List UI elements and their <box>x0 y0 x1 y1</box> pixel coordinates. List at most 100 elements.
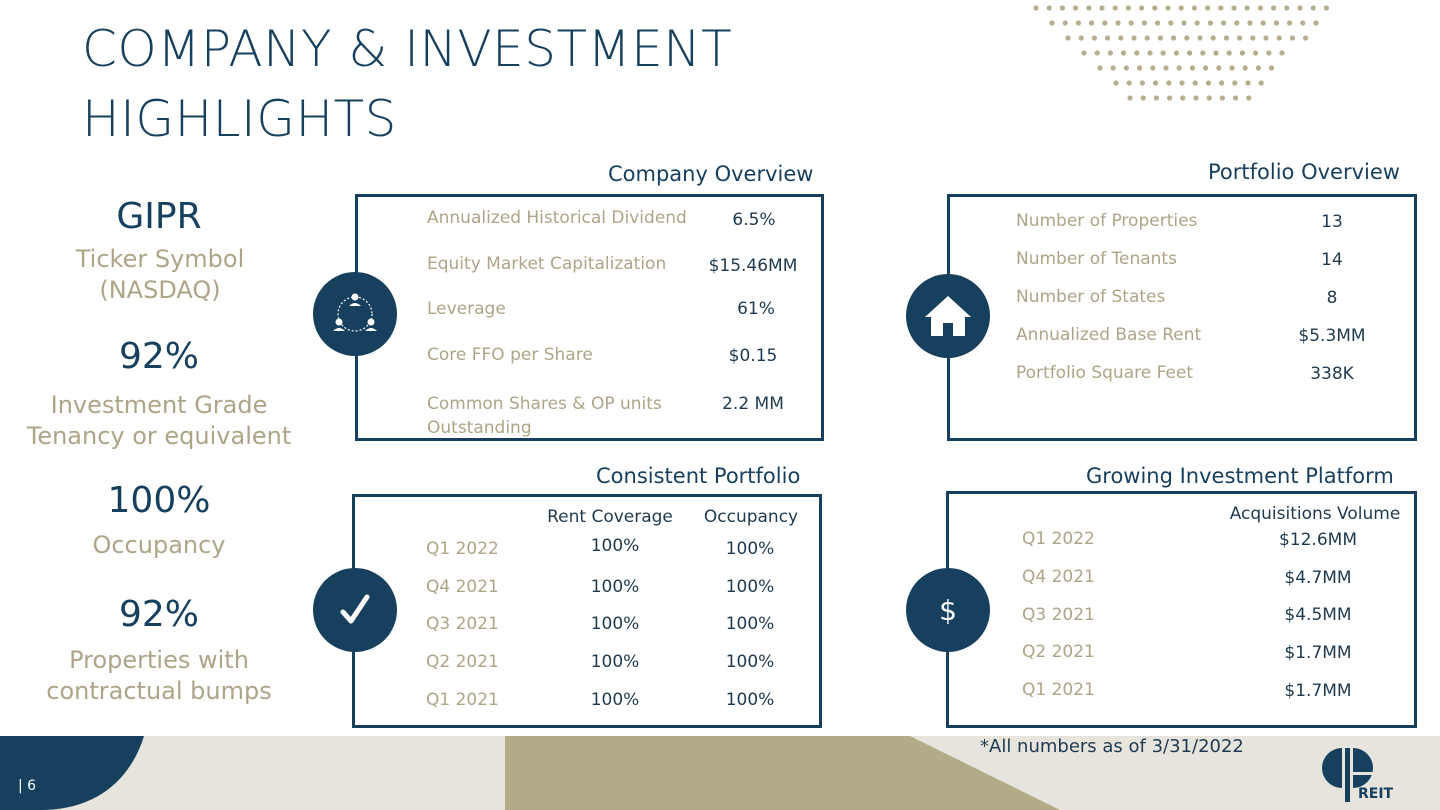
pattern-dot <box>1107 50 1113 56</box>
company-overview-title: Company Overview <box>608 162 814 186</box>
co-row-value: $0.15 <box>728 346 778 366</box>
pattern-dot <box>1144 35 1150 41</box>
stat-investment-grade-label-wrap: Investment Grade Tenancy or equivalent <box>0 390 324 452</box>
reit-logo-text: REIT <box>1358 786 1394 802</box>
pattern-dot <box>1213 50 1219 56</box>
po-row-label: Number of Tenants <box>1016 249 1177 269</box>
gp-row-period: Q3 2021 <box>1022 605 1095 625</box>
pattern-dot <box>1168 20 1174 26</box>
stat-bumps: 92% <box>0 594 324 635</box>
footer-band <box>0 736 1440 810</box>
pattern-dot <box>1181 20 1187 26</box>
po-row-value: 13 <box>1321 212 1343 232</box>
pattern-dot <box>1171 35 1177 41</box>
stat-occupancy-label: Occupancy <box>92 531 226 559</box>
pattern-dot <box>1112 5 1118 11</box>
pattern-dot <box>1284 5 1290 11</box>
page-number: | 6 <box>18 778 37 794</box>
pattern-dot <box>1121 50 1127 56</box>
stat-ticker-label-wrap: Ticker Symbol (NASDAQ) <box>10 244 310 306</box>
pattern-dot <box>1110 65 1116 71</box>
pattern-dot <box>1176 65 1182 71</box>
pattern-dot <box>1244 5 1250 11</box>
pattern-dot <box>1075 20 1081 26</box>
pattern-dot <box>1123 65 1129 71</box>
consistent-portfolio-box <box>352 494 822 728</box>
pattern-dot <box>1255 65 1261 71</box>
checkmark-icon <box>313 568 397 652</box>
pattern-dot <box>1197 35 1203 41</box>
stat-ticker-value: GIPR <box>116 196 202 237</box>
pattern-dot <box>1167 95 1173 101</box>
po-row-label: Portfolio Square Feet <box>1016 363 1194 383</box>
cp-row-rent: 100% <box>590 536 640 556</box>
page-title-line2: HIGHLIGHTS <box>82 90 397 148</box>
pattern-dot <box>1150 65 1156 71</box>
pattern-dot <box>1313 20 1319 26</box>
pattern-dot <box>1094 50 1100 56</box>
po-row-label: Number of States <box>1016 287 1166 307</box>
pattern-dot <box>1152 5 1158 11</box>
pattern-dot <box>1205 5 1211 11</box>
portfolio-overview-title: Portfolio Overview <box>1208 160 1400 184</box>
pattern-dot <box>1139 5 1145 11</box>
pattern-dot <box>1269 65 1275 71</box>
dollar-icon: $ <box>906 568 990 652</box>
pattern-dot <box>1165 5 1171 11</box>
pattern-dot <box>1237 35 1243 41</box>
pattern-dot <box>1258 80 1264 86</box>
co-row-label: Annualized Historical Dividend <box>427 208 687 228</box>
stat-ticker: GIPR <box>0 196 324 237</box>
pattern-dot <box>1099 5 1105 11</box>
pattern-dot <box>1125 5 1131 11</box>
pattern-dot <box>1160 50 1166 56</box>
pattern-dot <box>1059 5 1065 11</box>
growing-platform-box <box>946 491 1417 728</box>
pattern-dot <box>1200 50 1206 56</box>
pattern-dot <box>1091 35 1097 41</box>
po-row-value: 8 <box>1326 288 1338 308</box>
pattern-dot <box>1180 95 1186 101</box>
cp-row-rent: 100% <box>590 577 640 597</box>
portfolio-overview-box <box>947 194 1417 441</box>
pattern-dot <box>1219 95 1225 101</box>
pattern-dot <box>1233 95 1239 101</box>
pattern-dot <box>1179 80 1185 86</box>
cp-row-rent: 100% <box>590 690 640 710</box>
cp-row-occ: 100% <box>725 690 775 710</box>
pattern-dot <box>1263 35 1269 41</box>
pattern-dot <box>1226 50 1232 56</box>
pattern-dot <box>1323 5 1329 11</box>
pattern-dot <box>1153 95 1159 101</box>
po-row-label: Annualized Base Rent <box>1016 325 1202 345</box>
pattern-dot <box>1210 35 1216 41</box>
pattern-dot <box>1147 50 1153 56</box>
gp-row-value: $1.7MM <box>1284 681 1352 701</box>
gp-row-value: $4.5MM <box>1284 605 1352 625</box>
pattern-dot <box>1260 20 1266 26</box>
pattern-dot <box>1297 5 1303 11</box>
page-title-line1: COMPANY & INVESTMENT <box>82 20 733 78</box>
pattern-dot <box>1173 50 1179 56</box>
pattern-dot <box>1257 5 1263 11</box>
pattern-dot <box>1073 5 1079 11</box>
pattern-dot <box>1153 80 1159 86</box>
co-row-value: 6.5% <box>732 210 776 230</box>
pattern-dot <box>1134 50 1140 56</box>
pattern-dot <box>1155 20 1161 26</box>
co-row-value: 2.2 MM <box>722 394 784 414</box>
gp-row-period: Q2 2021 <box>1022 642 1095 662</box>
pattern-dot <box>1194 20 1200 26</box>
pattern-dot <box>1178 5 1184 11</box>
co-row-label: Equity Market Capitalization <box>427 254 667 274</box>
pattern-dot <box>1033 5 1039 11</box>
gp-row-period: Q1 2021 <box>1022 680 1095 700</box>
dot-pattern <box>1033 5 1329 101</box>
gp-row-value: $1.7MM <box>1284 643 1352 663</box>
pattern-dot <box>1205 80 1211 86</box>
pattern-dot <box>1229 65 1235 71</box>
cp-row-period: Q3 2021 <box>426 614 499 634</box>
pattern-dot <box>1089 20 1095 26</box>
pattern-dot <box>1140 95 1146 101</box>
pattern-dot <box>1273 20 1279 26</box>
